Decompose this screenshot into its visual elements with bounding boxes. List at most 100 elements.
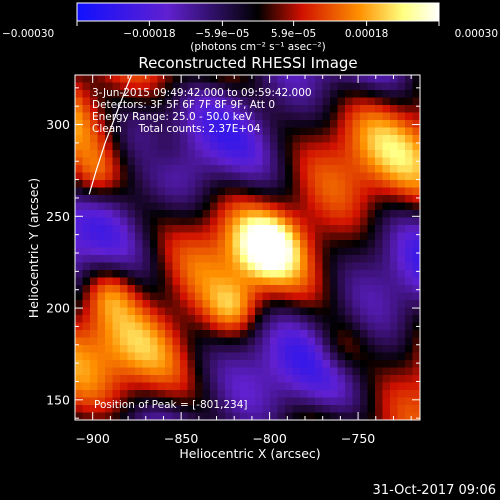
heatmap-cell [112, 255, 121, 264]
heatmap-cell [142, 202, 151, 211]
heatmap-cell [375, 315, 384, 324]
heatmap-cell [135, 255, 144, 264]
heatmap-cell [247, 120, 256, 129]
heatmap-cell [285, 337, 294, 346]
heatmap-cell [262, 292, 271, 301]
heatmap-cell [397, 120, 406, 129]
heatmap-cell [187, 352, 196, 361]
heatmap-cell [345, 150, 354, 159]
heatmap-cell [307, 240, 316, 249]
heatmap-cell [142, 330, 151, 339]
heatmap-cell [405, 97, 414, 106]
heatmap-cell [322, 135, 331, 144]
heatmap-cell [390, 247, 399, 256]
heatmap-cell [75, 307, 84, 316]
heatmap-cell [187, 405, 196, 414]
heatmap-cell [382, 277, 391, 286]
heatmap-cell [255, 352, 264, 361]
heatmap-cell [255, 105, 264, 114]
heatmap-cell [375, 277, 384, 286]
heatmap-cell [345, 97, 354, 106]
heatmap-cell [315, 142, 324, 151]
heatmap-cell [315, 397, 324, 406]
heatmap-cell [360, 322, 369, 331]
heatmap-cell [97, 127, 106, 136]
heatmap-cell [172, 75, 181, 84]
heatmap-cell [397, 127, 406, 136]
heatmap-cell [135, 412, 144, 420]
heatmap-cell [337, 382, 346, 391]
heatmap-cell [195, 360, 204, 369]
heatmap-cell [150, 240, 159, 249]
heatmap-cell [195, 330, 204, 339]
heatmap-cell [262, 277, 271, 286]
heatmap-cell [300, 157, 309, 166]
heatmap-cell [262, 270, 271, 279]
heatmap-cell [240, 262, 249, 271]
heatmap-cell [210, 315, 219, 324]
heatmap-cell [90, 232, 99, 241]
heatmap-cell [285, 352, 294, 361]
heatmap-cell [330, 360, 339, 369]
heatmap-cell [180, 157, 189, 166]
heatmap-cell [360, 127, 369, 136]
heatmap-cell [225, 195, 234, 204]
heatmap-cell [292, 285, 301, 294]
heatmap-cell [112, 202, 121, 211]
heatmap-cell [165, 90, 174, 99]
heatmap-cell [360, 262, 369, 271]
heatmap-cell [165, 187, 174, 196]
heatmap-cell [105, 180, 114, 189]
heatmap-cell [315, 232, 324, 241]
heatmap-cell [345, 285, 354, 294]
heatmap-cell [262, 397, 271, 406]
heatmap-cell [165, 345, 174, 354]
heatmap-cell [292, 120, 301, 129]
heatmap-cell [405, 105, 414, 114]
heatmap-cell [345, 82, 354, 91]
heatmap-cell [270, 247, 279, 256]
heatmap-cell [307, 367, 316, 376]
heatmap-cell [120, 352, 129, 361]
heatmap-cell [172, 292, 181, 301]
heatmap-cell [367, 225, 376, 234]
heatmap-cell [315, 180, 324, 189]
heatmap-cell [367, 337, 376, 346]
heatmap-cell [405, 90, 414, 99]
heatmap-cell [97, 97, 106, 106]
heatmap-cell [375, 360, 384, 369]
heatmap-cell [262, 75, 271, 84]
heatmap-cell [352, 165, 361, 174]
heatmap-cell [135, 292, 144, 301]
heatmap-cell [210, 262, 219, 271]
heatmap-cell [277, 270, 286, 279]
heatmap-cell [195, 142, 204, 151]
heatmap-cell [322, 82, 331, 91]
heatmap-cell [292, 157, 301, 166]
heatmap-cell [405, 150, 414, 159]
heatmap-cell [75, 202, 84, 211]
heatmap-cell [157, 255, 166, 264]
heatmap-cell [285, 120, 294, 129]
heatmap-cell [247, 285, 256, 294]
solar-limb-arc [88, 75, 133, 195]
heatmap-cell [262, 105, 271, 114]
heatmap-cell [202, 390, 211, 399]
heatmap-cell [187, 330, 196, 339]
heatmap-cell [150, 270, 159, 279]
heatmap-cell [315, 195, 324, 204]
heatmap-cell [300, 255, 309, 264]
heatmap-cell [337, 330, 346, 339]
heatmap-cell [202, 397, 211, 406]
heatmap-cell [390, 157, 399, 166]
heatmap-cell [360, 285, 369, 294]
heatmap-cell [97, 307, 106, 316]
heatmap-cell [120, 75, 129, 84]
heatmap-cell [277, 300, 286, 309]
heatmap-cell [412, 345, 420, 354]
heatmap-cell [202, 240, 211, 249]
heatmap-cell [112, 240, 121, 249]
heatmap-cell [217, 405, 226, 414]
heatmap-cell [390, 315, 399, 324]
heatmap-cell [352, 90, 361, 99]
